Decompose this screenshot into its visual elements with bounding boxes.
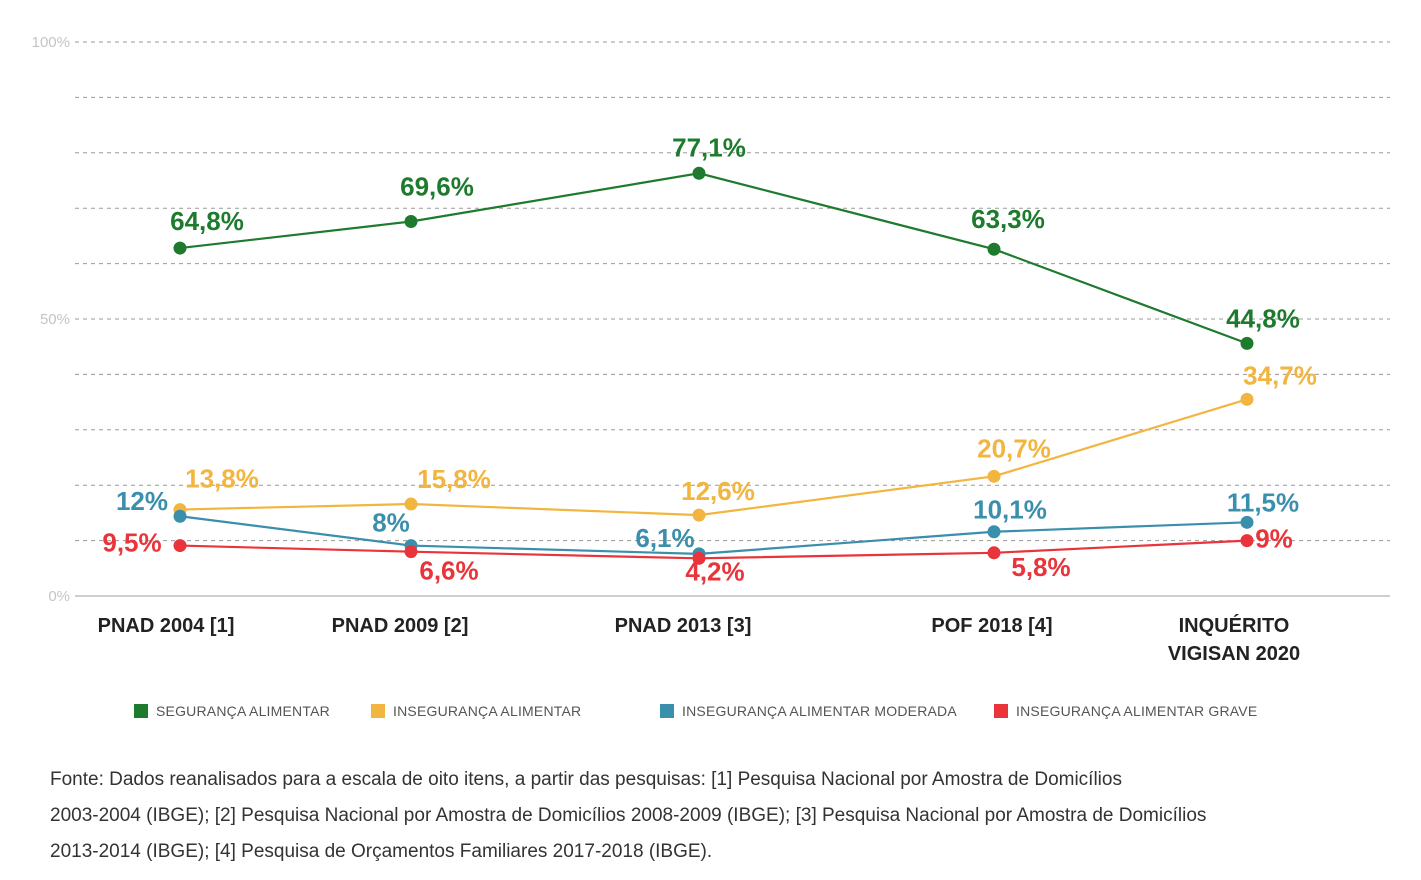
x-category-label: PNAD 2004 [1]	[98, 615, 235, 637]
x-category-label: VIGISAN 2020	[1168, 643, 1300, 665]
data-label: 8%	[372, 508, 410, 538]
legend-swatch-red	[994, 704, 1008, 718]
data-point	[173, 509, 187, 523]
legend-label: INSEGURANÇA ALIMENTAR GRAVE	[1016, 703, 1258, 719]
y-tick-label: 50%	[40, 311, 70, 328]
x-category-label: PNAD 2009 [2]	[332, 615, 469, 637]
data-label: 12,6%	[681, 476, 755, 506]
legend-item-inseguranca-moderada: INSEGURANÇA ALIMENTAR MODERADA	[660, 703, 957, 719]
data-point	[987, 546, 1001, 560]
data-label: 15,8%	[417, 464, 491, 494]
legend-swatch-green	[134, 704, 148, 718]
series-line	[179, 172, 1248, 345]
data-point	[1240, 534, 1254, 548]
data-label: 34,7%	[1243, 360, 1317, 390]
data-point	[404, 214, 418, 228]
data-label: 6,6%	[419, 556, 478, 586]
y-tick-label: 100%	[32, 34, 70, 51]
data-point	[173, 539, 187, 553]
source-line: Fonte: Dados reanalisados para a escala …	[50, 769, 1122, 790]
data-label: 77,1%	[672, 132, 746, 162]
data-label: 64,8%	[170, 206, 244, 236]
data-point	[987, 469, 1001, 483]
data-point	[1240, 336, 1254, 350]
legend-swatch-yellow	[371, 704, 385, 718]
data-point	[404, 497, 418, 511]
data-point	[173, 241, 187, 255]
data-point	[987, 242, 1001, 256]
data-point	[404, 545, 418, 559]
data-label: 44,8%	[1226, 303, 1300, 333]
source-line: 2013-2014 (IBGE); [4] Pesquisa de Orçame…	[50, 841, 713, 862]
data-point	[987, 525, 1001, 539]
legend-item-inseguranca: INSEGURANÇA ALIMENTAR	[371, 703, 581, 719]
data-label: 9%	[1255, 524, 1293, 554]
data-label: 20,7%	[977, 433, 1051, 463]
data-label: 69,6%	[400, 171, 474, 201]
data-label: 9,5%	[102, 528, 161, 558]
data-label: 13,8%	[185, 464, 259, 494]
x-category-label: INQUÉRITO	[1179, 614, 1290, 637]
legend-item-seguranca: SEGURANÇA ALIMENTAR	[134, 703, 330, 719]
data-label: 63,3%	[971, 204, 1045, 234]
data-label: 6,1%	[635, 523, 694, 553]
source-line: 2003-2004 (IBGE); [2] Pesquisa Nacional …	[50, 805, 1207, 826]
data-label: 4,2%	[685, 556, 744, 586]
x-category-label: POF 2018 [4]	[931, 615, 1052, 637]
y-tick-label: 0%	[48, 588, 70, 605]
legend-item-inseguranca-grave: INSEGURANÇA ALIMENTAR GRAVE	[994, 703, 1257, 719]
data-label: 11,5%	[1227, 487, 1299, 517]
x-category-label: PNAD 2013 [3]	[615, 615, 752, 637]
legend-label: INSEGURANÇA ALIMENTAR	[393, 703, 582, 719]
data-point	[1240, 515, 1254, 529]
data-point	[692, 166, 706, 180]
source-note: Fonte: Dados reanalisados para a escala …	[50, 762, 1350, 870]
data-label: 12%	[116, 486, 168, 516]
legend: SEGURANÇA ALIMENTAR INSEGURANÇA ALIMENTA…	[0, 703, 1421, 723]
data-point	[1240, 392, 1254, 406]
legend-label: INSEGURANÇA ALIMENTAR MODERADA	[682, 703, 957, 719]
line-chart: 100% 50% 0% PNAD 2004 [1] PNAD 2009 [2] PNAD …	[32, 34, 1390, 665]
data-point	[692, 508, 706, 522]
legend-swatch-blue	[660, 704, 674, 718]
data-label: 5,8%	[1011, 552, 1070, 582]
data-label: 10,1%	[973, 495, 1047, 525]
data-point	[692, 551, 706, 565]
legend-label: SEGURANÇA ALIMENTAR	[156, 703, 330, 719]
